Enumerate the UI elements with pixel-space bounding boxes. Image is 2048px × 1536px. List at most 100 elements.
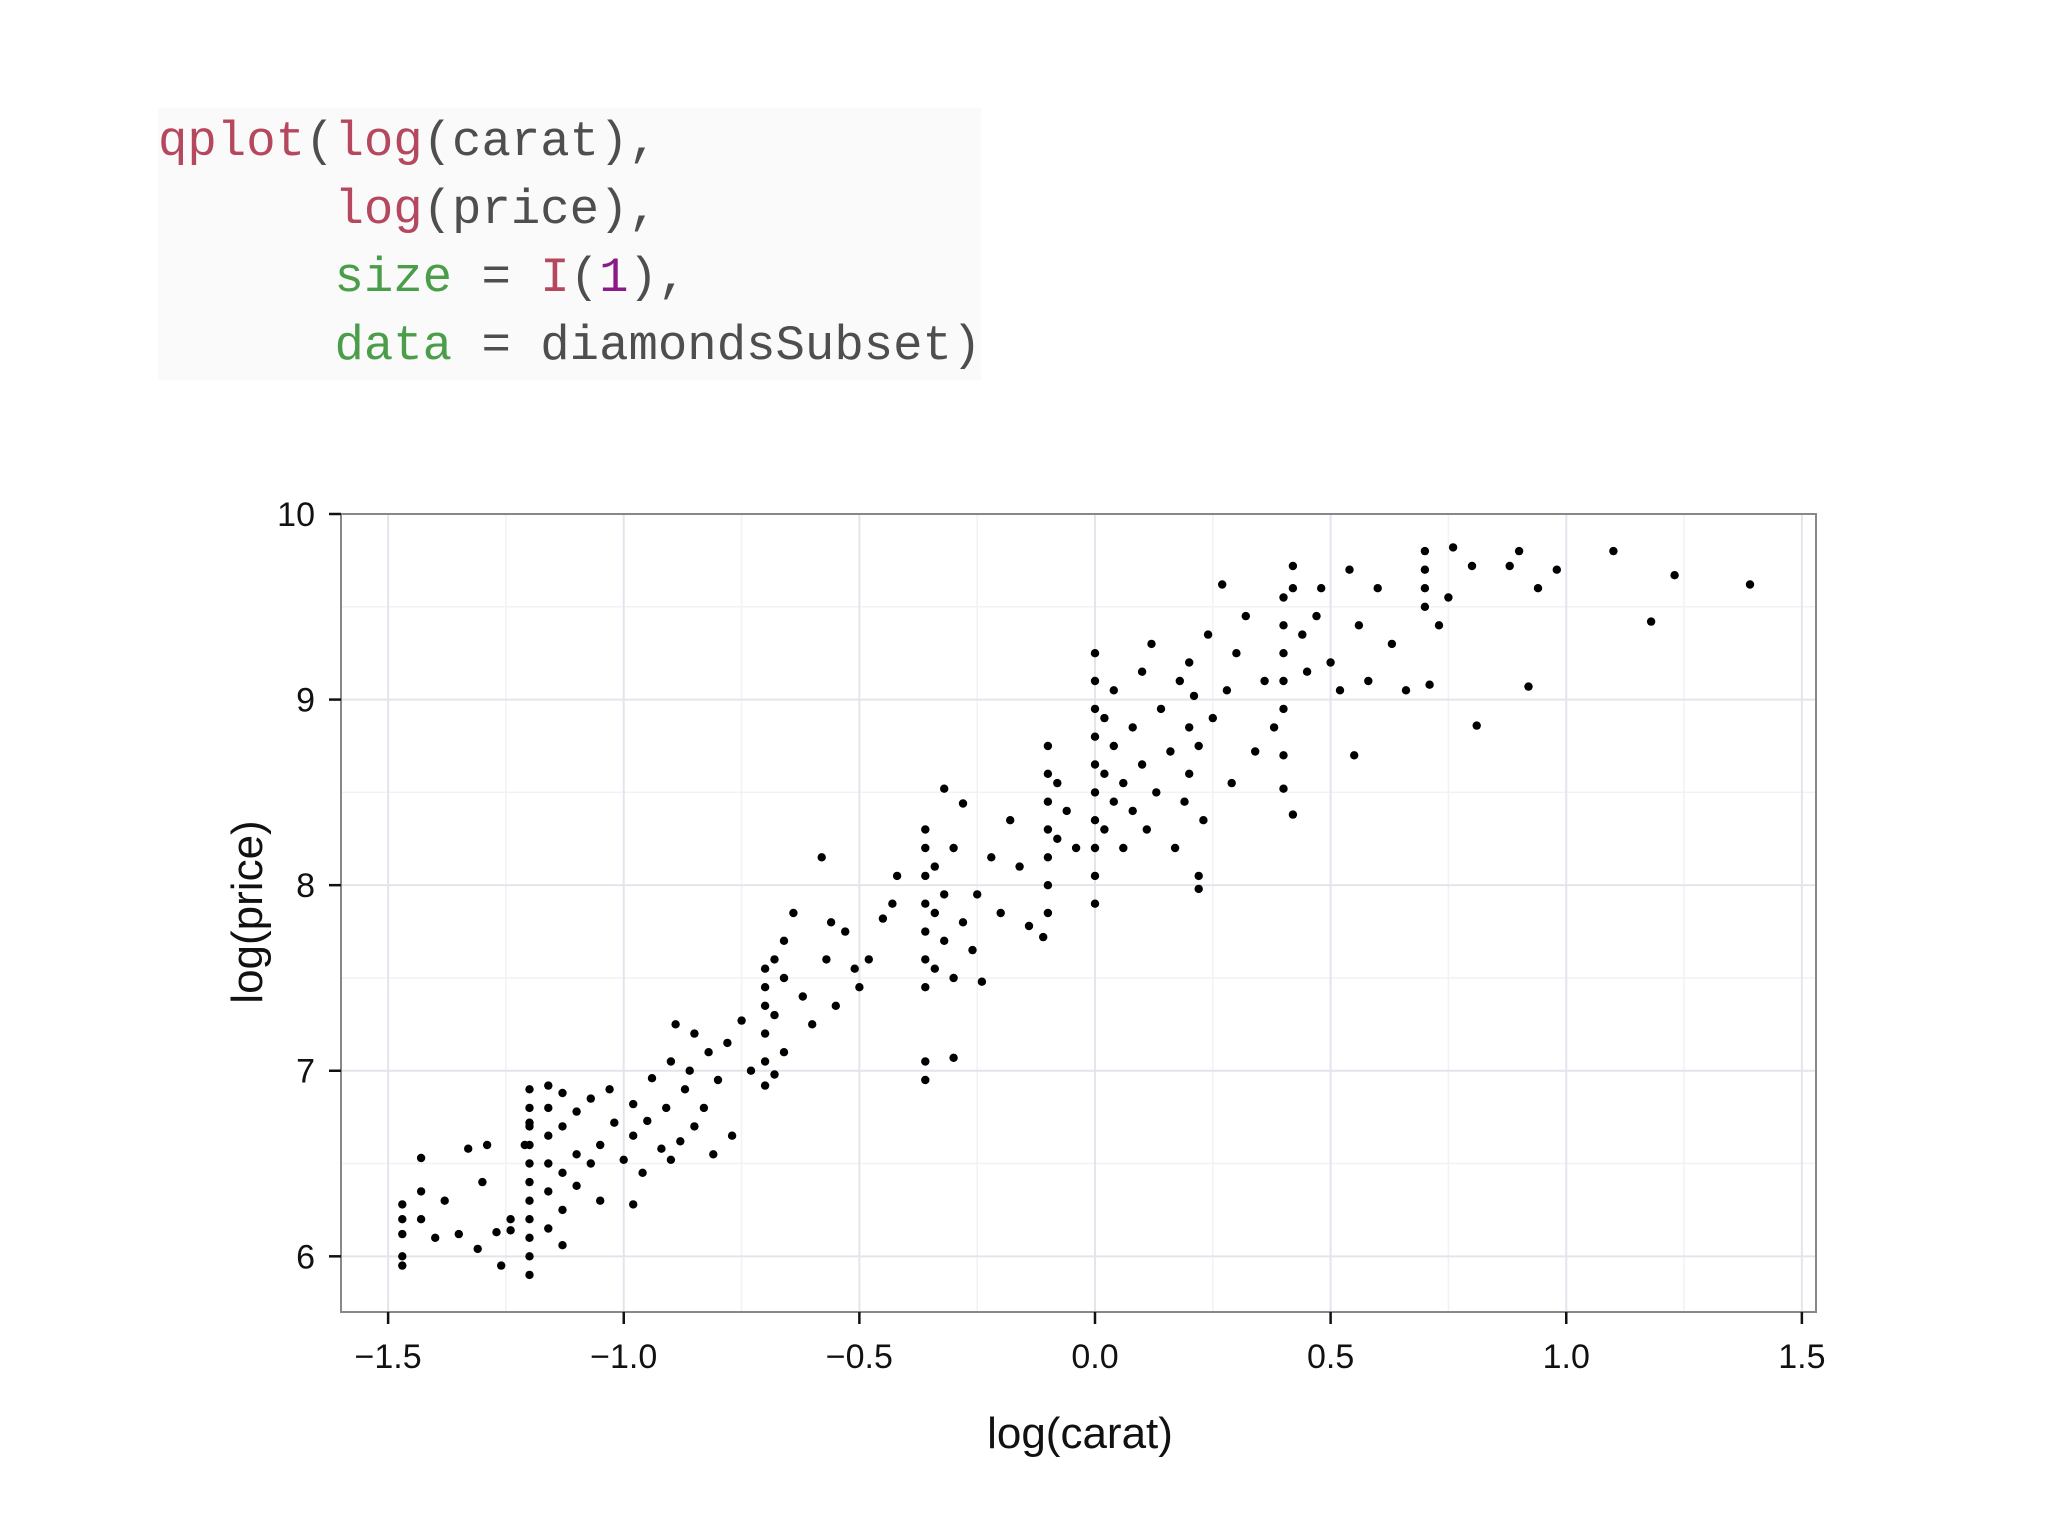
data-point [1670, 571, 1679, 580]
code-line: data = diamondsSubset) [158, 312, 981, 380]
data-point [482, 1140, 492, 1150]
data-point [525, 1103, 534, 1113]
data-point [921, 825, 930, 834]
data-point [921, 1075, 930, 1085]
data-point [1043, 769, 1053, 778]
axes: −1.5 −1.0 −0.5 0.0 0.5 1.0 1.5 6 7 8 9 10 [277, 496, 1825, 1376]
data-point [525, 1085, 534, 1094]
code-token: = [452, 250, 541, 306]
data-point [1053, 778, 1062, 788]
data-point [1039, 932, 1048, 942]
code-token: size [334, 250, 453, 306]
data-point [558, 1241, 567, 1250]
data-point [826, 918, 836, 927]
data-point [1147, 639, 1156, 649]
data-point [1185, 658, 1194, 667]
data-point [1467, 561, 1477, 571]
grid-lines [341, 513, 1816, 1312]
plot-border [340, 513, 1817, 1313]
data-point [1279, 676, 1288, 686]
data-point [1472, 721, 1481, 730]
data-point [1090, 732, 1100, 741]
data-point [1043, 741, 1053, 751]
data-point [1071, 843, 1081, 853]
data-point [760, 1001, 770, 1010]
data-point [958, 918, 968, 927]
data-point [1166, 747, 1175, 756]
data-point [949, 843, 958, 853]
data-point [798, 992, 807, 1001]
data-point [1199, 816, 1208, 825]
data-point [619, 1155, 628, 1165]
x-tick-label: 0.5 [1307, 1338, 1354, 1376]
data-point [864, 955, 873, 964]
y-axis-title: log(price) [223, 820, 272, 1003]
data-point [968, 945, 977, 955]
data-point [817, 853, 826, 862]
data-point [958, 799, 968, 808]
data-point [892, 871, 902, 881]
data-point [544, 1224, 553, 1233]
data-point [1317, 584, 1326, 593]
data-point [1420, 584, 1430, 593]
data-point [398, 1261, 407, 1270]
data-point [921, 871, 930, 881]
data-point [1279, 621, 1288, 630]
data-point [760, 1081, 770, 1090]
data-point [760, 983, 770, 992]
data-point [1109, 741, 1119, 751]
data-point [1288, 810, 1298, 819]
data-point [1043, 881, 1053, 890]
data-point [949, 973, 958, 983]
data-point [746, 1066, 756, 1075]
data-point [1109, 797, 1119, 806]
code-token: ( [569, 250, 600, 306]
data-point [596, 1196, 605, 1205]
data-point [1279, 751, 1288, 760]
data-point [1043, 908, 1053, 918]
data-point [454, 1229, 463, 1239]
plot-panel [341, 514, 1816, 1312]
data-point [544, 1103, 553, 1113]
data-point [1180, 797, 1189, 806]
data-point [770, 1010, 779, 1020]
data-point [1024, 921, 1034, 931]
data-point [1420, 546, 1430, 556]
data-point [1194, 884, 1203, 894]
data-point [921, 1057, 930, 1066]
code-token: (price), [422, 182, 658, 238]
data-point [977, 977, 987, 986]
code-token: log [334, 182, 423, 238]
y-tick-label: 10 [277, 496, 315, 534]
data-point [1279, 649, 1288, 658]
data-point [544, 1187, 553, 1196]
data-point [662, 1103, 671, 1113]
data-point [464, 1144, 473, 1153]
data-point [940, 890, 949, 899]
data-point [544, 1131, 553, 1140]
data-point [704, 1048, 713, 1057]
x-tick-label: 0.0 [1071, 1338, 1118, 1376]
data-point [779, 936, 789, 945]
data-point [680, 1085, 690, 1094]
data-point [1373, 584, 1382, 593]
data-point [1208, 713, 1218, 723]
data-point [1609, 546, 1618, 556]
data-point [709, 1150, 718, 1159]
data-point [940, 784, 949, 793]
data-point [1345, 565, 1354, 574]
data-point [525, 1252, 534, 1261]
data-point [398, 1252, 407, 1261]
data-point [1745, 580, 1755, 589]
data-point [586, 1094, 595, 1103]
data-point [643, 1116, 652, 1126]
data-point [1420, 602, 1430, 611]
data-point [727, 1131, 737, 1140]
x-tick-label: 1.0 [1543, 1338, 1590, 1376]
data-point [647, 1074, 657, 1083]
data-point [1241, 611, 1251, 621]
data-point [1354, 621, 1364, 630]
data-point [492, 1228, 501, 1237]
data-point [930, 964, 939, 973]
data-point [760, 1029, 770, 1038]
